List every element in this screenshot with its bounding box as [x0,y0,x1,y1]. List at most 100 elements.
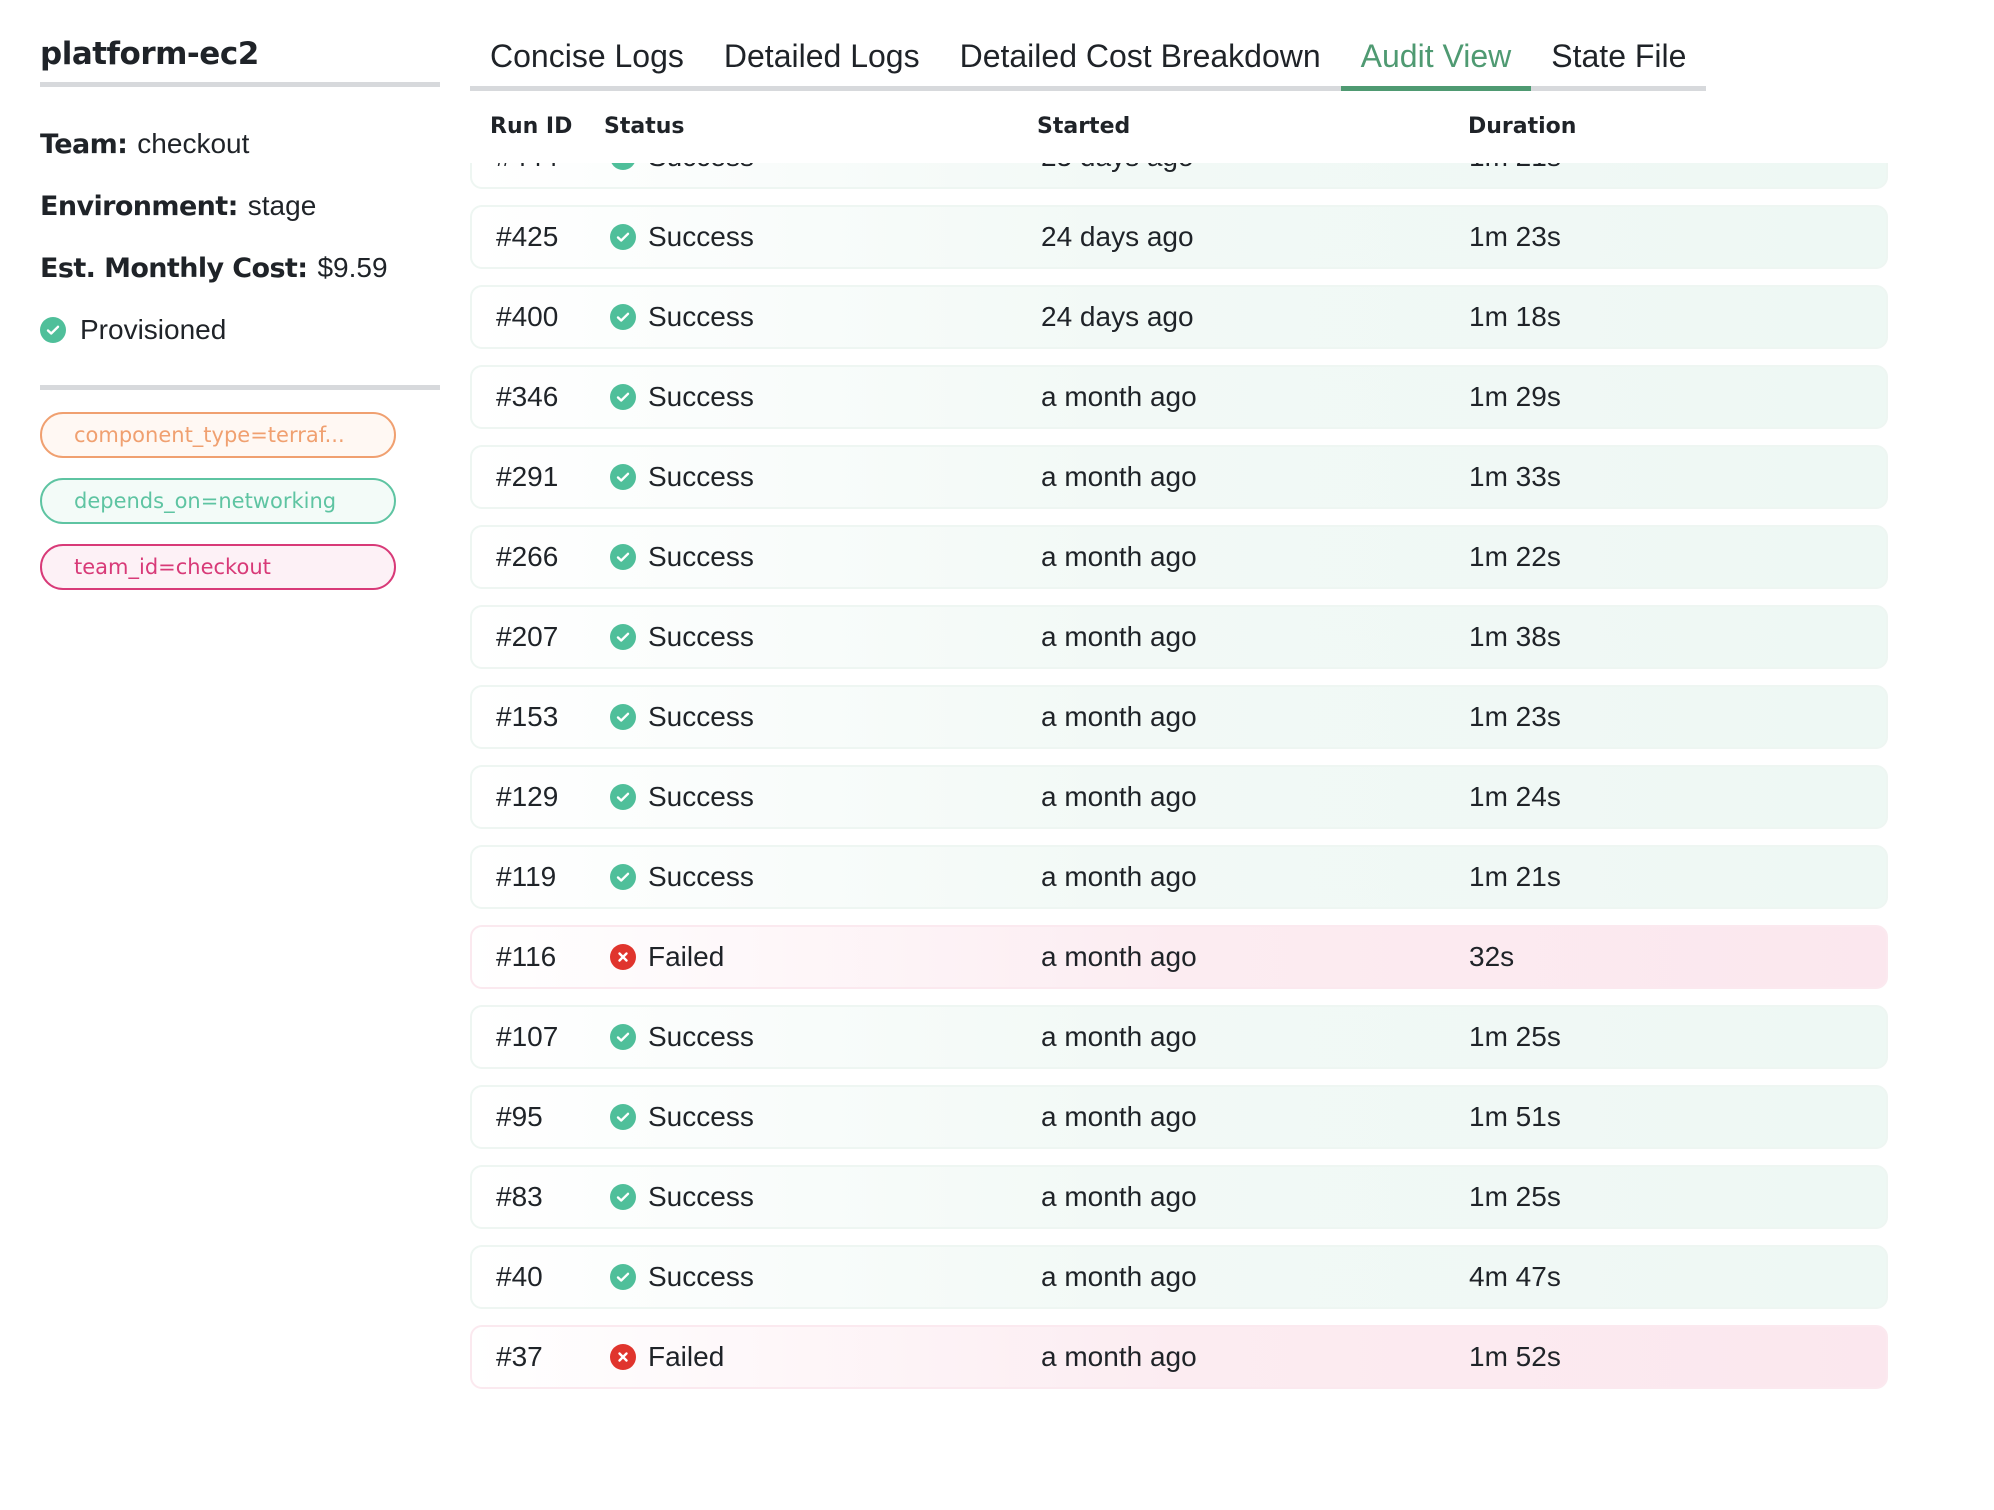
run-id-cell[interactable]: #119 [496,861,557,892]
sidebar-divider [40,385,440,390]
check-circle-icon [610,163,636,170]
duration-cell: 1m 23s [1469,701,1561,732]
table-row[interactable]: #119 Success a month ago 1m 21s [470,845,1888,909]
header-duration: Duration [1468,114,1577,139]
run-id-cell[interactable]: #107 [496,1021,559,1052]
run-id-cell[interactable]: #129 [496,781,559,812]
run-id-cell[interactable]: #40 [496,1261,543,1292]
duration-cell: 1m 21s [1469,861,1561,892]
provision-status: Provisioned [40,299,440,361]
status-label: Failed [648,1341,725,1372]
status-cell: Success [610,207,754,267]
started-cell: 24 days ago [1041,221,1194,252]
table-row[interactable]: #153 Success a month ago 1m 23s [470,685,1888,749]
status-cell: Success [610,1167,754,1227]
status-label: Success [648,221,754,252]
table-row[interactable]: #129 Success a month ago 1m 24s [470,765,1888,829]
tab-state-file[interactable]: State File [1551,38,1687,74]
table-row[interactable]: #37 Failed a month ago 1m 52s [470,1325,1888,1389]
status-cell: Success [610,767,754,827]
status-label: Success [648,1021,754,1052]
status-cell: Success [610,687,754,747]
duration-cell: 1m 52s [1469,1341,1561,1372]
started-cell: a month ago [1041,1181,1197,1212]
tab-concise-logs[interactable]: Concise Logs [490,38,684,74]
run-id-cell[interactable]: #400 [496,301,559,332]
duration-cell: 1m 25s [1469,1181,1561,1212]
run-id-cell[interactable]: #95 [496,1101,543,1132]
run-id-cell[interactable]: #116 [496,941,557,972]
status-label: Success [648,701,754,732]
meta-cost-value: $9.59 [317,252,388,283]
run-id-cell[interactable]: #444 [496,163,558,187]
table-row[interactable]: #116 Failed a month ago 32s [470,925,1888,989]
check-circle-icon [610,384,636,410]
meta-environment-value: stage [247,190,317,221]
started-cell: a month ago [1041,1261,1197,1292]
status-cell: Success [610,1007,754,1067]
started-cell: a month ago [1041,781,1197,812]
table-row[interactable]: #266 Success a month ago 1m 22s [470,525,1888,589]
status-label: Failed [648,941,725,972]
run-id-cell[interactable]: #291 [496,461,559,492]
tab-audit-view[interactable]: Audit View [1340,20,1532,91]
table-row[interactable]: #346 Success a month ago 1m 29s [470,365,1888,429]
table-row[interactable]: #83 Success a month ago 1m 25s [470,1165,1888,1229]
table-row[interactable]: #291 Success a month ago 1m 33s [470,445,1888,509]
status-label: Success [648,301,754,332]
duration-cell: 1m 38s [1469,621,1561,652]
status-cell: Success [610,1087,754,1147]
started-cell: a month ago [1041,1101,1197,1132]
check-circle-icon [610,224,636,250]
x-circle-icon [610,1344,636,1370]
tag-chip[interactable]: component_type=terraf... [40,412,396,458]
started-cell: a month ago [1041,861,1197,892]
started-cell: a month ago [1041,941,1197,972]
status-label: Success [648,1261,754,1292]
check-circle-icon [610,1184,636,1210]
table-row[interactable]: #425 Success 24 days ago 1m 23s [470,205,1888,269]
check-circle-icon [610,864,636,890]
check-circle-icon [40,317,66,343]
status-label: Success [648,861,754,892]
run-id-cell[interactable]: #346 [496,381,559,412]
duration-cell: 1m 51s [1469,1101,1561,1132]
run-id-cell[interactable]: #207 [496,621,559,652]
table-row[interactable]: #444 Success 25 days ago 1m 21s [470,163,1888,189]
started-cell: a month ago [1041,381,1197,412]
table-row[interactable]: #207 Success a month ago 1m 38s [470,605,1888,669]
run-id-cell[interactable]: #83 [496,1181,543,1212]
started-cell: a month ago [1041,541,1197,572]
check-circle-icon [610,1024,636,1050]
audit-table-body[interactable]: #444 Success 25 days ago 1m 21s #425 Success 2… [470,163,1890,1413]
status-cell: Success [610,287,754,347]
tag-chip[interactable]: depends_on=networking [40,478,396,524]
run-id-cell[interactable]: #153 [496,701,559,732]
check-circle-icon [610,1264,636,1290]
tag-chip[interactable]: team_id=checkout [40,544,396,590]
meta-team-value: checkout [137,128,250,159]
status-label: Success [648,1101,754,1132]
started-cell: 24 days ago [1041,301,1194,332]
table-row[interactable]: #400 Success 24 days ago 1m 18s [470,285,1888,349]
duration-cell: 1m 23s [1469,221,1561,252]
tab-detailed-logs[interactable]: Detailed Logs [723,38,920,74]
meta-environment: Environment: stage [40,175,440,237]
table-row[interactable]: #40 Success a month ago 4m 47s [470,1245,1888,1309]
started-cell: a month ago [1041,621,1197,652]
meta-team: Team: checkout [40,113,440,175]
status-label: Success [648,781,754,812]
run-id-cell[interactable]: #425 [496,221,559,252]
tab-detailed-cost-breakdown[interactable]: Detailed Cost Breakdown [959,38,1321,74]
status-cell: Failed [610,1327,724,1387]
header-run-id: Run ID [490,114,573,139]
table-row[interactable]: #107 Success a month ago 1m 25s [470,1005,1888,1069]
table-row[interactable]: #95 Success a month ago 1m 51s [470,1085,1888,1149]
status-cell: Success [610,527,754,587]
status-label: Success [648,163,754,187]
started-cell: a month ago [1041,1021,1197,1052]
meta-monthly-cost: Est. Monthly Cost: $9.59 [40,237,440,299]
duration-cell: 1m 18s [1469,301,1561,332]
run-id-cell[interactable]: #37 [496,1341,543,1372]
run-id-cell[interactable]: #266 [496,541,559,572]
